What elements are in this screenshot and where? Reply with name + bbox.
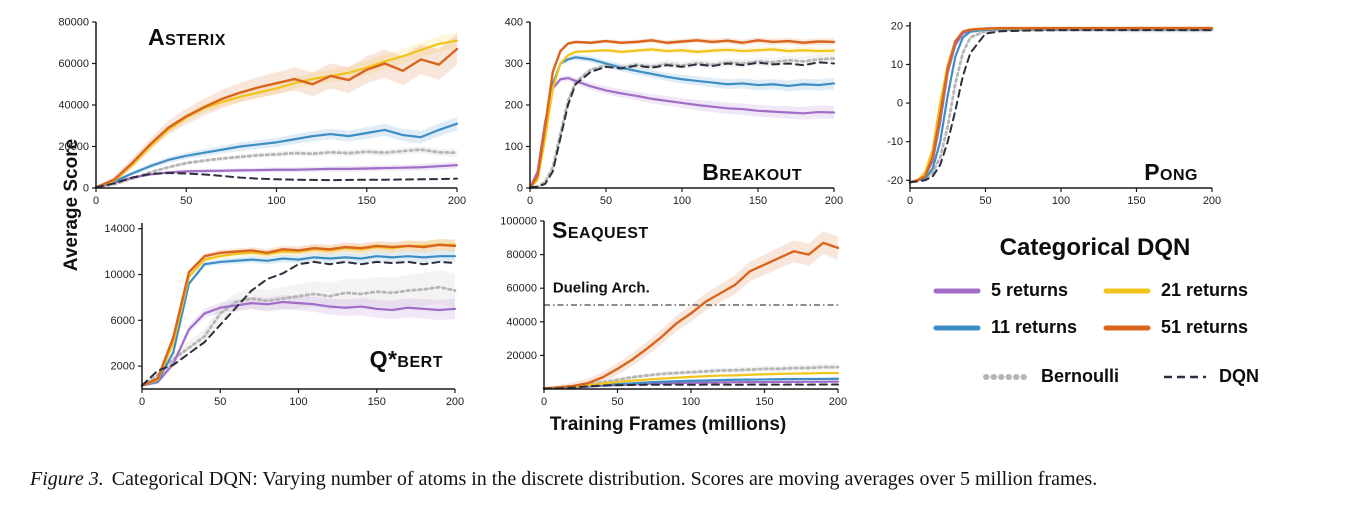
legend-label: 5 returns xyxy=(991,280,1069,300)
legend-item-11-returns: 11 returns xyxy=(933,317,1103,338)
svg-text:400: 400 xyxy=(505,17,523,29)
svg-text:100: 100 xyxy=(505,141,523,153)
svg-text:14000: 14000 xyxy=(104,223,135,235)
svg-text:20000: 20000 xyxy=(58,141,89,153)
svg-text:Dueling Arch.: Dueling Arch. xyxy=(553,279,650,296)
svg-text:50: 50 xyxy=(611,396,623,408)
svg-text:100000: 100000 xyxy=(500,216,537,228)
figure-caption: Figure 3. Categorical DQN: Varying number… xyxy=(30,468,1335,491)
svg-text:6000: 6000 xyxy=(111,315,135,327)
dashed-line-swatch-icon xyxy=(1164,375,1207,378)
svg-text:0: 0 xyxy=(83,183,89,195)
svg-text:150: 150 xyxy=(358,195,376,207)
svg-text:20000: 20000 xyxy=(506,350,537,362)
svg-text:0: 0 xyxy=(897,98,903,110)
svg-text:300: 300 xyxy=(505,58,523,70)
legend-label: Bernoulli xyxy=(1041,366,1120,386)
chart-seaquest: 20000 40000 60000 80000 100000 0 50 100 150 200 Du… xyxy=(492,211,847,413)
legend-label: DQN xyxy=(1219,366,1260,386)
svg-text:0: 0 xyxy=(541,396,547,408)
svg-text:60000: 60000 xyxy=(506,283,537,295)
svg-text:80000: 80000 xyxy=(506,249,537,261)
svg-text:200: 200 xyxy=(505,100,523,112)
chart-title-breakout: Breakout xyxy=(702,159,802,185)
x-axis-label: Training Frames (millions) xyxy=(549,414,787,435)
breakout-plot: 0 100 200 300 400 0 50 100 150 200 xyxy=(505,17,844,208)
svg-text:0: 0 xyxy=(93,195,99,207)
svg-text:50: 50 xyxy=(600,195,612,207)
svg-text:0: 0 xyxy=(907,195,913,207)
chart-title-asterix: Asterix xyxy=(148,24,226,50)
chart-title-qbert: Q*bert xyxy=(369,346,443,372)
seaquest-plot: 20000 40000 60000 80000 100000 0 50 100 150 200 Du… xyxy=(500,216,847,409)
legend-grid: 5 returns 21 returns 11 returns 51 retur… xyxy=(933,280,1335,338)
chart-title-seaquest: Seaquest xyxy=(552,217,649,243)
svg-text:50: 50 xyxy=(979,195,991,207)
chart-pong: -20 -10 0 10 20 0 50 100 150 200 Pong xyxy=(864,10,1222,212)
line-swatch-icon xyxy=(933,325,981,330)
svg-text:10000: 10000 xyxy=(104,269,135,281)
svg-text:-20: -20 xyxy=(887,175,903,187)
svg-text:150: 150 xyxy=(1127,195,1145,207)
svg-text:40000: 40000 xyxy=(58,100,89,112)
svg-text:150: 150 xyxy=(749,195,767,207)
svg-text:0: 0 xyxy=(527,195,533,207)
svg-text:200: 200 xyxy=(829,396,847,408)
svg-text:200: 200 xyxy=(1203,195,1221,207)
caption-text: Categorical DQN: Varying number of atoms… xyxy=(111,468,1098,490)
svg-text:50: 50 xyxy=(180,195,192,207)
dotted-line-swatch-icon xyxy=(983,373,1031,380)
svg-text:100: 100 xyxy=(289,396,307,408)
svg-text:150: 150 xyxy=(755,396,773,408)
qbert-plot: 2000 6000 10000 14000 0 50 100 150 200 xyxy=(104,223,464,408)
svg-text:50: 50 xyxy=(214,396,226,408)
legend-extra-row: Bernoulli DQN xyxy=(983,366,1335,387)
chart-asterix: 0 20000 40000 60000 80000 0 50 100 150 200 Asteri… xyxy=(38,10,466,212)
svg-text:0: 0 xyxy=(517,183,523,195)
legend-item-5-returns: 5 returns xyxy=(933,280,1103,301)
svg-text:80000: 80000 xyxy=(58,17,89,29)
line-swatch-icon xyxy=(1103,325,1151,330)
svg-text:200: 200 xyxy=(825,195,843,207)
svg-text:100: 100 xyxy=(673,195,691,207)
svg-text:20: 20 xyxy=(891,20,903,32)
svg-text:200: 200 xyxy=(448,195,466,207)
svg-text:100: 100 xyxy=(267,195,285,207)
svg-text:100: 100 xyxy=(1052,195,1070,207)
svg-text:200: 200 xyxy=(446,396,464,408)
svg-text:-10: -10 xyxy=(887,136,903,148)
legend: Categorical DQN 5 returns 21 returns 11 … xyxy=(905,234,1335,387)
asterix-plot: 0 20000 40000 60000 80000 0 50 100 150 200 xyxy=(58,17,466,208)
legend-item-bernoulli: Bernoulli xyxy=(983,366,1119,387)
svg-text:60000: 60000 xyxy=(58,58,89,70)
svg-text:2000: 2000 xyxy=(111,361,135,373)
legend-item-dqn: DQN xyxy=(1161,366,1259,387)
legend-label: 51 returns xyxy=(1161,317,1249,337)
chart-title-pong: Pong xyxy=(1144,159,1198,185)
chart-qbert: 2000 6000 10000 14000 0 50 100 150 200 Q*bert xyxy=(86,213,464,413)
chart-breakout: 0 100 200 300 400 0 50 100 150 200 Breakout xyxy=(492,10,844,212)
legend-label: 11 returns xyxy=(991,317,1078,337)
caption-label: Figure 3. xyxy=(30,468,104,490)
svg-text:40000: 40000 xyxy=(506,316,537,328)
legend-item-21-returns: 21 returns xyxy=(1103,280,1273,301)
svg-text:0: 0 xyxy=(139,396,145,408)
line-swatch-icon xyxy=(1103,288,1151,293)
legend-item-51-returns: 51 returns xyxy=(1103,317,1273,338)
svg-text:150: 150 xyxy=(368,396,386,408)
legend-title: Categorical DQN xyxy=(999,234,1191,261)
svg-text:100: 100 xyxy=(682,396,700,408)
line-swatch-icon xyxy=(933,288,981,293)
svg-text:10: 10 xyxy=(891,59,903,71)
legend-label: 21 returns xyxy=(1161,280,1249,300)
